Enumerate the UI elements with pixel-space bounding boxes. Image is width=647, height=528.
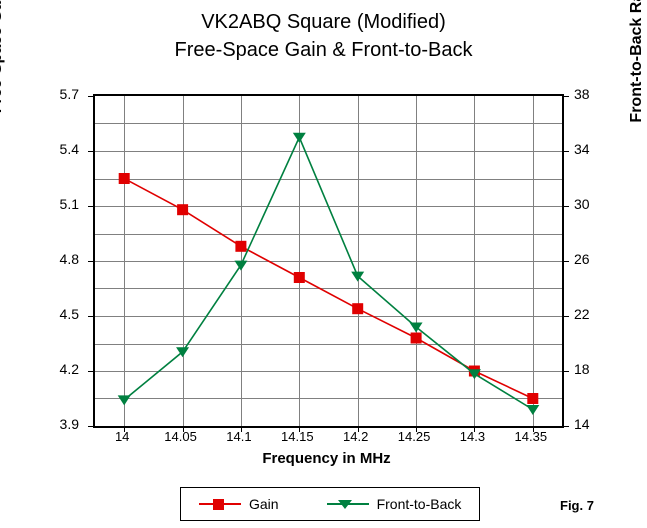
y-axis-left-title: Free-Space Gain dBi [0, 0, 5, 114]
x-axis-title: Frequency in MHz [262, 450, 391, 467]
legend-label-gain: Gain [249, 496, 279, 512]
y-axis-right-title: Front-to-Back Ratio dB [628, 0, 645, 123]
gridline-vertical [533, 96, 534, 426]
legend-item-gain[interactable]: Gain [199, 496, 279, 512]
y-axis-left-tick [88, 151, 95, 152]
data-point-marker [293, 272, 305, 283]
x-axis-tick-label: 14.15 [281, 429, 314, 444]
data-point-marker [526, 405, 540, 415]
x-axis-tick-label: 14.2 [343, 429, 369, 444]
y-axis-right-tick-label: 34 [574, 141, 590, 157]
x-axis-tick [533, 426, 534, 432]
y-axis-right-tick-label: 26 [574, 251, 590, 267]
chart-title-line2: Free-Space Gain & Front-to-Back [174, 39, 473, 61]
y-axis-left-tick [88, 316, 95, 317]
gridline-vertical [358, 96, 359, 426]
data-point-marker [527, 393, 539, 404]
figure-label: Fig. 7 [560, 498, 594, 513]
gridline-vertical [474, 96, 475, 426]
y-axis-left-tick-label: 4.2 [59, 361, 79, 377]
y-axis-right-tick-label: 18 [574, 361, 590, 377]
gridline-vertical [124, 96, 125, 426]
gridline-minor-horizontal [95, 288, 562, 289]
x-axis-tick-label: 14 [114, 429, 130, 444]
x-axis-tick-label: 14.05 [164, 429, 197, 444]
y-axis-right-tick [562, 316, 569, 317]
data-point-marker [176, 347, 190, 358]
data-point-marker [234, 260, 248, 271]
gridline-vertical [416, 96, 417, 426]
gridline-minor-horizontal [95, 179, 562, 180]
y-axis-left-tick-label: 5.1 [59, 196, 79, 212]
y-axis-left-tick [88, 206, 95, 207]
x-axis-tick [124, 426, 125, 432]
gridline-minor-horizontal [95, 398, 562, 399]
y-axis-right-tick [562, 261, 569, 262]
gridline-major-horizontal [95, 261, 562, 262]
y-axis-left-tick [88, 96, 95, 97]
data-series-layer [117, 132, 540, 415]
gridline-minor-horizontal [95, 123, 562, 124]
data-point-marker [352, 303, 364, 315]
y-axis-right-tick [562, 151, 569, 152]
x-axis-tick-label: 14.25 [397, 429, 431, 444]
y-axis-left-tick [88, 426, 95, 427]
x-axis-tick [474, 426, 475, 432]
data-point-marker [117, 395, 131, 406]
legend-swatch-gain [199, 498, 241, 510]
gridline-vertical [183, 96, 184, 426]
y-axis-right-tick-label: 30 [574, 196, 590, 212]
gridline-minor-horizontal [95, 234, 562, 235]
y-axis-right-tick-label: 22 [574, 306, 590, 322]
x-axis-tick [416, 426, 417, 432]
series-line-front-to-back [123, 135, 534, 411]
data-point-marker [177, 204, 189, 216]
gridline-major-horizontal [95, 371, 562, 372]
chart-title-line1: VK2ABQ Square (Modified) [201, 11, 446, 33]
data-point-marker [467, 369, 481, 380]
y-axis-left-tick-label: 4.8 [59, 251, 79, 267]
x-axis-tick [241, 426, 242, 432]
data-point-marker [235, 240, 247, 252]
gridline-minor-horizontal [95, 344, 562, 345]
y-axis-left-tick-label: 5.4 [59, 141, 79, 157]
data-point-marker [409, 322, 423, 333]
data-point-marker [410, 332, 422, 344]
x-axis-tick-label: 14.3 [459, 429, 486, 444]
y-axis-left-tick [88, 261, 95, 262]
x-axis-tick [299, 426, 300, 432]
plot-area [88, 94, 569, 432]
x-axis-tick-label: 14.1 [226, 429, 252, 444]
y-axis-right-tick [562, 96, 569, 97]
gridline-major-horizontal [95, 316, 562, 317]
y-axis-left-tick-label: 4.5 [59, 306, 79, 322]
chart-title: VK2ABQ Square (Modified) Free-Space Gain… [0, 8, 647, 64]
x-axis-tick-label: 14.35 [514, 429, 548, 444]
chart-legend: Gain Front-to-Back [180, 487, 480, 521]
gridline-vertical [299, 96, 300, 426]
y-axis-left-tick [88, 371, 95, 372]
y-axis-right-tick [562, 426, 569, 427]
y-axis-right-tick-label: 14 [574, 416, 590, 432]
y-axis-right-tick [562, 371, 569, 372]
data-point-marker [351, 271, 365, 282]
gridline-major-horizontal [95, 151, 562, 152]
legend-item-front-to-back[interactable]: Front-to-Back [326, 496, 462, 512]
x-axis-tick [183, 426, 184, 432]
y-axis-left-tick-label: 3.9 [59, 416, 79, 432]
y-axis-right-tick-label: 38 [574, 86, 590, 102]
y-axis-left-tick-label: 5.7 [59, 86, 79, 102]
legend-label-front-to-back: Front-to-Back [376, 496, 462, 512]
data-point-marker [118, 173, 130, 184]
legend-swatch-front-to-back [326, 498, 369, 510]
y-axis-right-tick [562, 206, 569, 207]
data-point-marker [292, 132, 306, 143]
x-axis-tick [358, 426, 359, 432]
